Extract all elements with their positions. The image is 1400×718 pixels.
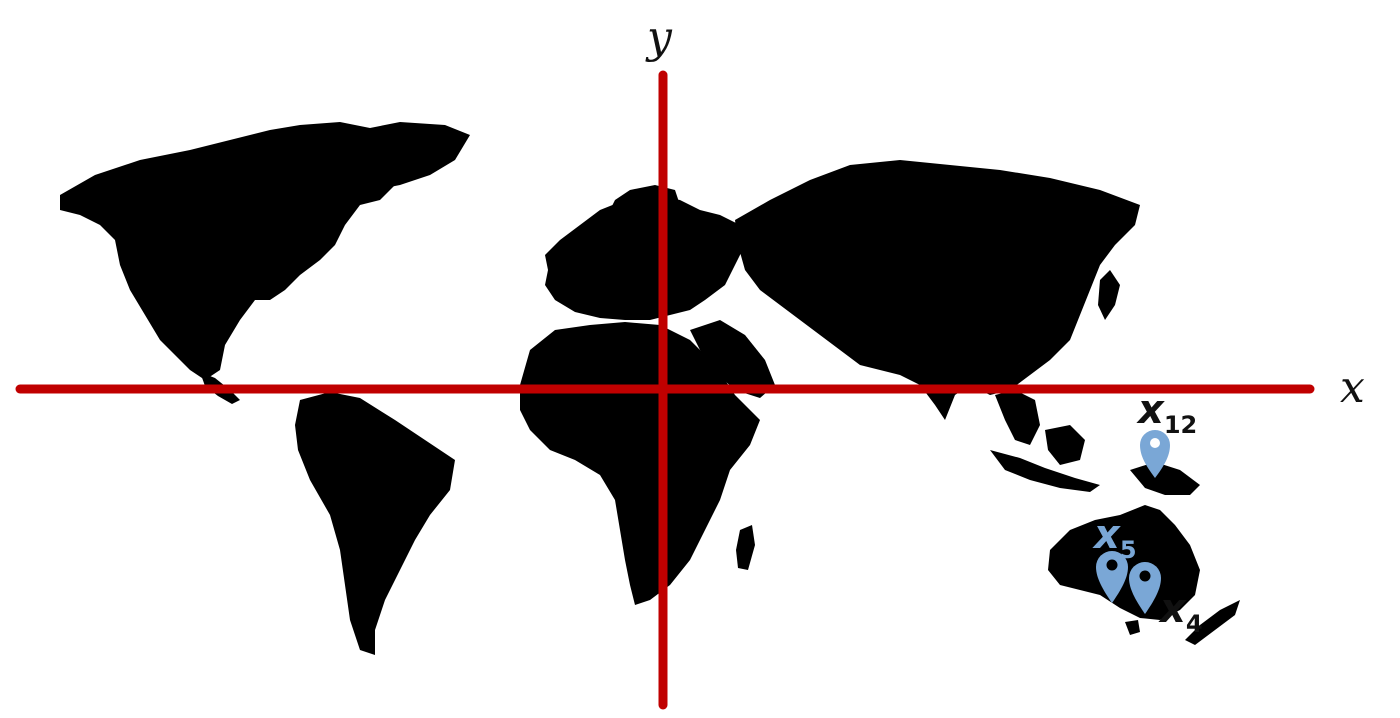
marker-label-x5: x5 xyxy=(1092,512,1137,564)
south-america xyxy=(295,392,455,655)
map-pin-hole xyxy=(1139,570,1151,582)
british-isles xyxy=(572,228,592,258)
marker-label-base: x xyxy=(1092,512,1121,558)
marker-label-sub: 4 xyxy=(1186,610,1203,638)
europe xyxy=(545,195,745,320)
x-axis-label: x xyxy=(1340,362,1365,413)
map-pin-icon xyxy=(1140,430,1170,478)
new-zealand xyxy=(1185,600,1240,645)
y-axis-label: y xyxy=(645,12,673,63)
indochina xyxy=(995,390,1040,445)
borneo xyxy=(1045,425,1085,465)
indonesia xyxy=(990,450,1100,492)
tasmania xyxy=(1125,620,1140,635)
greenland xyxy=(330,122,470,190)
marker-label-sub: 5 xyxy=(1120,536,1137,564)
marker-label-base: x xyxy=(1136,387,1165,433)
map-pin-icon xyxy=(1096,551,1128,603)
arabia xyxy=(690,320,775,398)
marker-x4[interactable]: x4 xyxy=(1129,562,1203,638)
marker-label-base: x xyxy=(1158,586,1187,632)
map-pin-icon xyxy=(1129,562,1161,614)
asia xyxy=(735,160,1140,420)
map-pin-hole xyxy=(1150,438,1160,448)
new-guinea xyxy=(1130,462,1200,495)
marker-label-x12: x12 xyxy=(1136,387,1197,439)
north-america xyxy=(60,122,420,380)
madagascar xyxy=(736,525,755,570)
map-pin-hole xyxy=(1106,559,1118,571)
marker-x12[interactable]: x12 xyxy=(1136,387,1197,478)
axes: x y xyxy=(15,12,1365,710)
markers: x12 x5 x4 xyxy=(1092,387,1203,638)
marker-label-x4: x4 xyxy=(1158,586,1203,638)
marker-label-sub: 12 xyxy=(1164,411,1197,439)
japan xyxy=(1098,270,1120,320)
marker-x5[interactable]: x5 xyxy=(1092,512,1137,603)
